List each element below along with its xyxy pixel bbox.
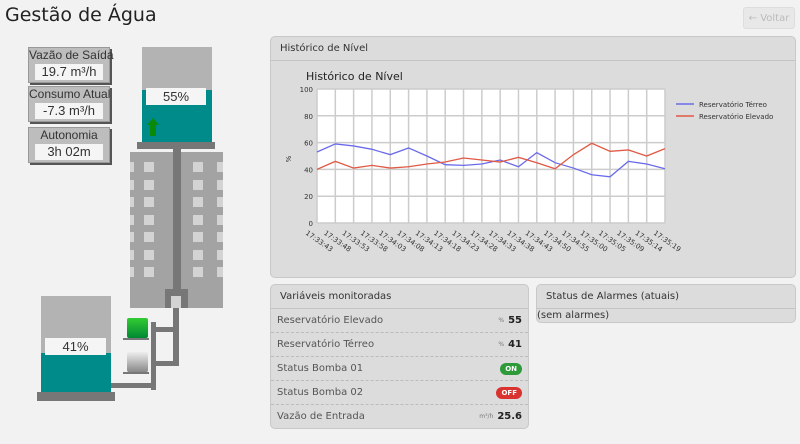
tank-base — [37, 392, 115, 401]
building-window — [217, 162, 223, 172]
panel-header: Histórico de Nível — [271, 37, 795, 61]
building-window — [193, 232, 203, 242]
legend-entry: Reservatório Térreo — [699, 101, 767, 109]
status-badge: OFF — [496, 386, 522, 399]
y-tick-label: 0 — [309, 220, 313, 228]
chart-panel: Histórico de Nível Histórico de Nível 0 20… — [270, 36, 796, 278]
pipe-opening — [171, 296, 181, 308]
lower-tank-level: 41% — [45, 338, 106, 355]
building-window — [217, 197, 223, 207]
building-window — [144, 267, 154, 277]
building-window — [144, 249, 154, 260]
building-window — [130, 267, 134, 277]
variable-row: Reservatório Elevado% 55 — [271, 309, 528, 333]
level-history-chart: Histórico de Nível02040608010017:33:4317… — [285, 70, 773, 254]
variable-label: Reservatório Térreo — [277, 339, 375, 350]
building-window — [193, 267, 203, 277]
page-title: Gestão de Água — [5, 4, 157, 26]
y-axis-label: % — [285, 155, 293, 162]
arrow-up-icon — [147, 118, 159, 136]
building-window — [144, 232, 154, 242]
building-window — [193, 249, 203, 260]
back-button[interactable]: ← Voltar — [743, 7, 795, 29]
unit: % — [498, 341, 505, 348]
metric-label: Autonomia — [40, 128, 98, 142]
building-window — [130, 162, 134, 172]
value: 41 — [508, 339, 522, 350]
variable-label: Status Bomba 02 — [277, 387, 364, 398]
variables-panel: Variáveis monitoradas Reservatório Eleva… — [270, 284, 529, 429]
pipe — [173, 149, 181, 301]
building-window — [144, 214, 154, 225]
building-window — [130, 232, 134, 242]
variable-label: Vazão de Entrada — [277, 411, 365, 422]
unit: % — [498, 317, 505, 324]
plot-area — [317, 89, 665, 223]
variable-row: Vazão de Entrada m³/h 25.6 — [271, 405, 528, 428]
building-window — [144, 162, 154, 172]
building-window — [193, 214, 203, 225]
y-tick-label: 60 — [304, 140, 313, 148]
lower-tank-water — [41, 352, 111, 392]
chart-title: Histórico de Nível — [306, 70, 403, 83]
pipe — [151, 322, 156, 390]
variable-label: Reservatório Elevado — [277, 315, 384, 326]
tank-base — [137, 142, 215, 149]
metric-label: Consumo Atual — [29, 87, 111, 101]
building-window — [193, 197, 203, 207]
pipe — [155, 327, 175, 332]
pump-2-off — [127, 352, 148, 372]
value: 25.6 — [497, 411, 522, 422]
variable-row: Status Bomba 01 ON — [271, 357, 528, 381]
building-window — [130, 249, 134, 260]
panel-header: Variáveis monitoradas — [271, 285, 528, 309]
y-tick-label: 80 — [304, 113, 313, 121]
metric-vazao-saida: Vazão de Saída 19.7 m³/h — [28, 47, 114, 83]
building-window — [217, 232, 223, 242]
metric-autonomia: Autonomia 3h 02m — [28, 127, 110, 163]
series-line-0 — [316, 143, 666, 178]
y-tick-label: 100 — [300, 86, 313, 94]
building-window — [144, 179, 154, 190]
pump-base — [123, 338, 149, 340]
pipe — [110, 383, 156, 388]
building-window — [193, 162, 203, 172]
pipe — [173, 308, 179, 366]
variable-row: Status Bomba 02 OFF — [271, 381, 528, 405]
building-window — [130, 197, 134, 207]
building-window — [217, 267, 223, 277]
status-badge: ON — [500, 362, 522, 375]
building-window — [217, 249, 223, 260]
pump-1-on — [127, 318, 148, 338]
metric-consumo-atual: Consumo Atual -7.3 m³/h — [28, 86, 110, 122]
alarms-empty: (sem alarmes) — [537, 310, 610, 321]
y-tick-label: 20 — [304, 193, 313, 201]
metric-value: -7.3 m³/h — [35, 103, 103, 119]
variable-label: Status Bomba 01 — [277, 363, 364, 374]
series-line-1 — [316, 142, 666, 170]
building-window — [217, 179, 223, 190]
value: 55 — [508, 315, 522, 326]
variable-row: Reservatório Térreo% 41 — [271, 333, 528, 357]
metric-value: 3h 02m — [35, 144, 103, 160]
building-window — [130, 214, 134, 225]
building-window — [144, 197, 154, 207]
building-window — [193, 179, 203, 190]
building-window — [217, 214, 223, 225]
upper-tank-level: 55% — [146, 88, 206, 105]
metric-label: Vazão de Saída — [29, 48, 114, 62]
unit: m³/h — [479, 413, 494, 420]
alarms-panel: Status de Alarmes (atuais) (sem alarmes) — [536, 284, 796, 323]
panel-header: Status de Alarmes (atuais) — [537, 285, 795, 309]
pump-base — [123, 372, 149, 374]
y-tick-label: 40 — [304, 166, 313, 174]
legend-entry: Reservatório Elevado — [699, 113, 773, 121]
pipe — [155, 361, 175, 366]
building-window — [130, 179, 134, 190]
metric-value: 19.7 m³/h — [35, 64, 103, 80]
